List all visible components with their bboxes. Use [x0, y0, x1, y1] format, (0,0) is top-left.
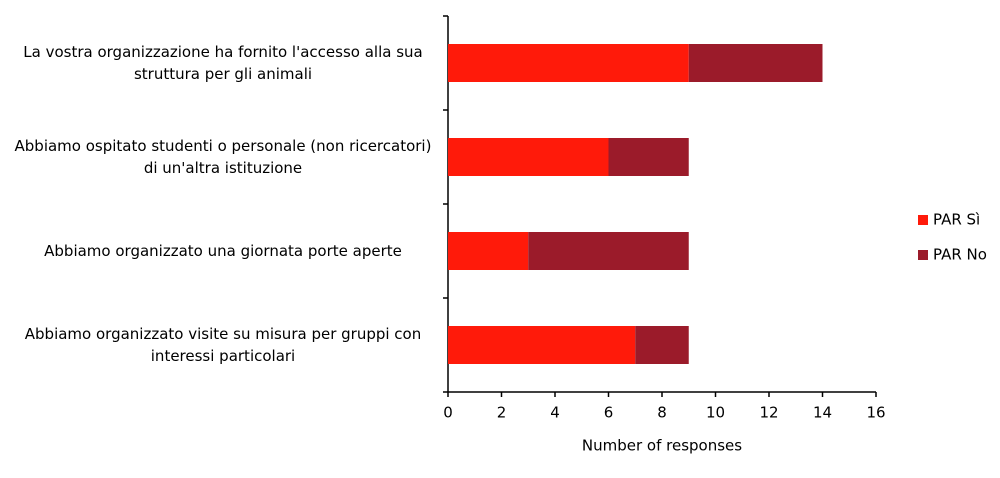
legend-swatch [918, 215, 928, 225]
x-tick-label: 4 [550, 404, 560, 422]
legend-label: PAR No [933, 246, 987, 264]
x-tick-label: 0 [443, 404, 453, 422]
legend-swatch [918, 250, 928, 260]
bar [635, 326, 689, 364]
bar [448, 326, 636, 364]
bar [528, 232, 689, 270]
x-tick-label: 10 [706, 404, 725, 422]
y-tick-label: La vostra organizzazione ha fornito l'ac… [23, 43, 423, 83]
x-tick-label: 6 [604, 404, 614, 422]
x-tick-label: 2 [497, 404, 507, 422]
x-tick-label: 8 [657, 404, 667, 422]
x-tick-label: 12 [759, 404, 778, 422]
legend-label: PAR Sì [933, 211, 980, 229]
bar [608, 138, 689, 176]
bar [448, 232, 529, 270]
x-axis-title: Number of responses [582, 437, 742, 455]
bar [688, 44, 823, 82]
bar [448, 138, 609, 176]
y-tick-label: Abbiamo organizzato visite su misura per… [24, 325, 422, 365]
y-tick-label: Abbiamo organizzato una giornata porte a… [44, 242, 402, 260]
y-tick-label: Abbiamo ospitato studenti o personale (n… [14, 137, 432, 177]
x-tick-label: 16 [866, 404, 885, 422]
bar [448, 44, 689, 82]
x-tick-label: 14 [813, 404, 832, 422]
